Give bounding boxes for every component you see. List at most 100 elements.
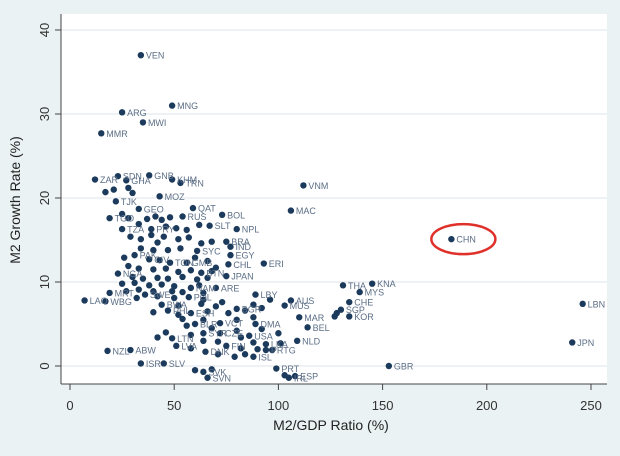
point-label-bol: BOL	[227, 210, 245, 220]
data-point	[125, 184, 132, 192]
data-point	[200, 337, 207, 344]
data-point-egy	[227, 251, 234, 259]
data-point-syr	[200, 330, 207, 337]
point-label-blr: BLR	[200, 320, 218, 330]
data-point	[143, 215, 151, 223]
data-point-dnk	[202, 348, 209, 355]
point-label-syr: SYR	[208, 329, 227, 339]
point-label-tjk: TJK	[121, 197, 137, 207]
data-point	[208, 238, 215, 245]
data-point	[183, 226, 190, 234]
data-point	[204, 308, 211, 315]
data-point-pol	[185, 293, 192, 301]
data-point	[208, 366, 215, 373]
data-point-isr	[137, 360, 145, 367]
data-point-mwi	[139, 119, 147, 126]
data-point-zar	[91, 176, 99, 183]
point-label-bgr: BGR	[242, 304, 262, 314]
point-label-lby: LBY	[260, 290, 277, 300]
data-point	[154, 239, 161, 246]
point-label-btn: BTN	[206, 268, 224, 278]
data-point	[139, 275, 147, 282]
point-label-rus: RUS	[188, 212, 207, 222]
point-label-sgp: SGP	[346, 305, 365, 315]
data-point-geo	[135, 205, 142, 213]
grid-lines	[61, 29, 607, 367]
data-point	[241, 351, 249, 358]
data-point	[150, 288, 157, 295]
data-point	[225, 309, 232, 317]
data-point-swe	[141, 291, 149, 298]
data-point-prt	[273, 365, 280, 372]
data-point	[193, 276, 201, 283]
data-point	[154, 334, 161, 341]
point-label-bra: BRA	[231, 237, 250, 247]
data-point-gbr	[385, 362, 393, 370]
data-point	[196, 221, 203, 229]
data-point-lby	[252, 291, 259, 298]
data-point	[171, 283, 178, 290]
data-point	[214, 351, 222, 358]
data-point	[173, 225, 180, 232]
data-point	[277, 340, 284, 347]
data-point-btn	[198, 269, 205, 276]
y-axis-title: M2 Growth Rate (%)	[7, 136, 23, 264]
data-point	[233, 327, 240, 334]
data-point-blr	[191, 320, 199, 328]
data-point	[185, 234, 192, 241]
data-point	[214, 338, 222, 345]
point-label-lva: LVA	[181, 341, 197, 351]
data-point	[164, 275, 172, 282]
data-point	[127, 233, 134, 240]
data-point	[200, 289, 207, 297]
point-label-qat: QAT	[198, 204, 216, 214]
data-point	[250, 339, 257, 346]
data-point	[208, 325, 215, 332]
data-point-fin	[223, 342, 230, 350]
data-point	[218, 298, 226, 306]
data-point	[162, 265, 170, 272]
data-point	[212, 303, 220, 310]
x-tick-label: 200	[476, 398, 498, 413]
point-label-prt: PRT	[281, 364, 299, 374]
point-label-che: CHE	[354, 298, 373, 308]
data-point-abw	[127, 346, 134, 354]
data-point	[162, 329, 170, 336]
data-point	[131, 279, 138, 287]
data-point-slt	[206, 222, 213, 229]
point-label-bel: BEL	[313, 323, 330, 333]
data-point	[233, 316, 240, 323]
plot-area	[61, 14, 607, 384]
data-point-vnm	[300, 182, 307, 189]
data-point	[150, 266, 157, 273]
point-label-tza: TZA	[127, 225, 144, 235]
highlight-ellipse	[430, 222, 497, 256]
data-point	[237, 334, 245, 341]
point-label-nga: NGA	[123, 269, 143, 279]
data-point	[208, 267, 215, 275]
data-point-prtg	[262, 346, 270, 354]
data-point-jpn	[569, 339, 576, 346]
point-label-pry: PRY	[156, 225, 174, 235]
point-label-khm: KHM	[177, 175, 197, 185]
data-point	[148, 231, 155, 239]
data-point-arg	[118, 109, 126, 116]
point-label-gmb: GMB	[192, 258, 213, 268]
point-label-vnm: VNM	[308, 181, 328, 191]
point-label-npl: NPL	[242, 225, 260, 235]
data-point	[177, 245, 184, 252]
data-point	[204, 257, 211, 265]
data-point-dma	[252, 320, 259, 328]
data-point-qat	[189, 204, 197, 212]
point-label-isr: ISR	[146, 359, 162, 369]
point-label-bwa: BWA	[167, 300, 187, 310]
data-point	[154, 274, 161, 281]
point-label-esh: ESH	[196, 309, 215, 319]
data-point-esh	[187, 309, 195, 317]
data-point	[152, 213, 159, 220]
point-label-isl: ISL	[258, 352, 272, 362]
point-label-ton: TON	[175, 258, 194, 268]
data-point	[164, 246, 172, 254]
data-point-slv	[160, 360, 167, 367]
